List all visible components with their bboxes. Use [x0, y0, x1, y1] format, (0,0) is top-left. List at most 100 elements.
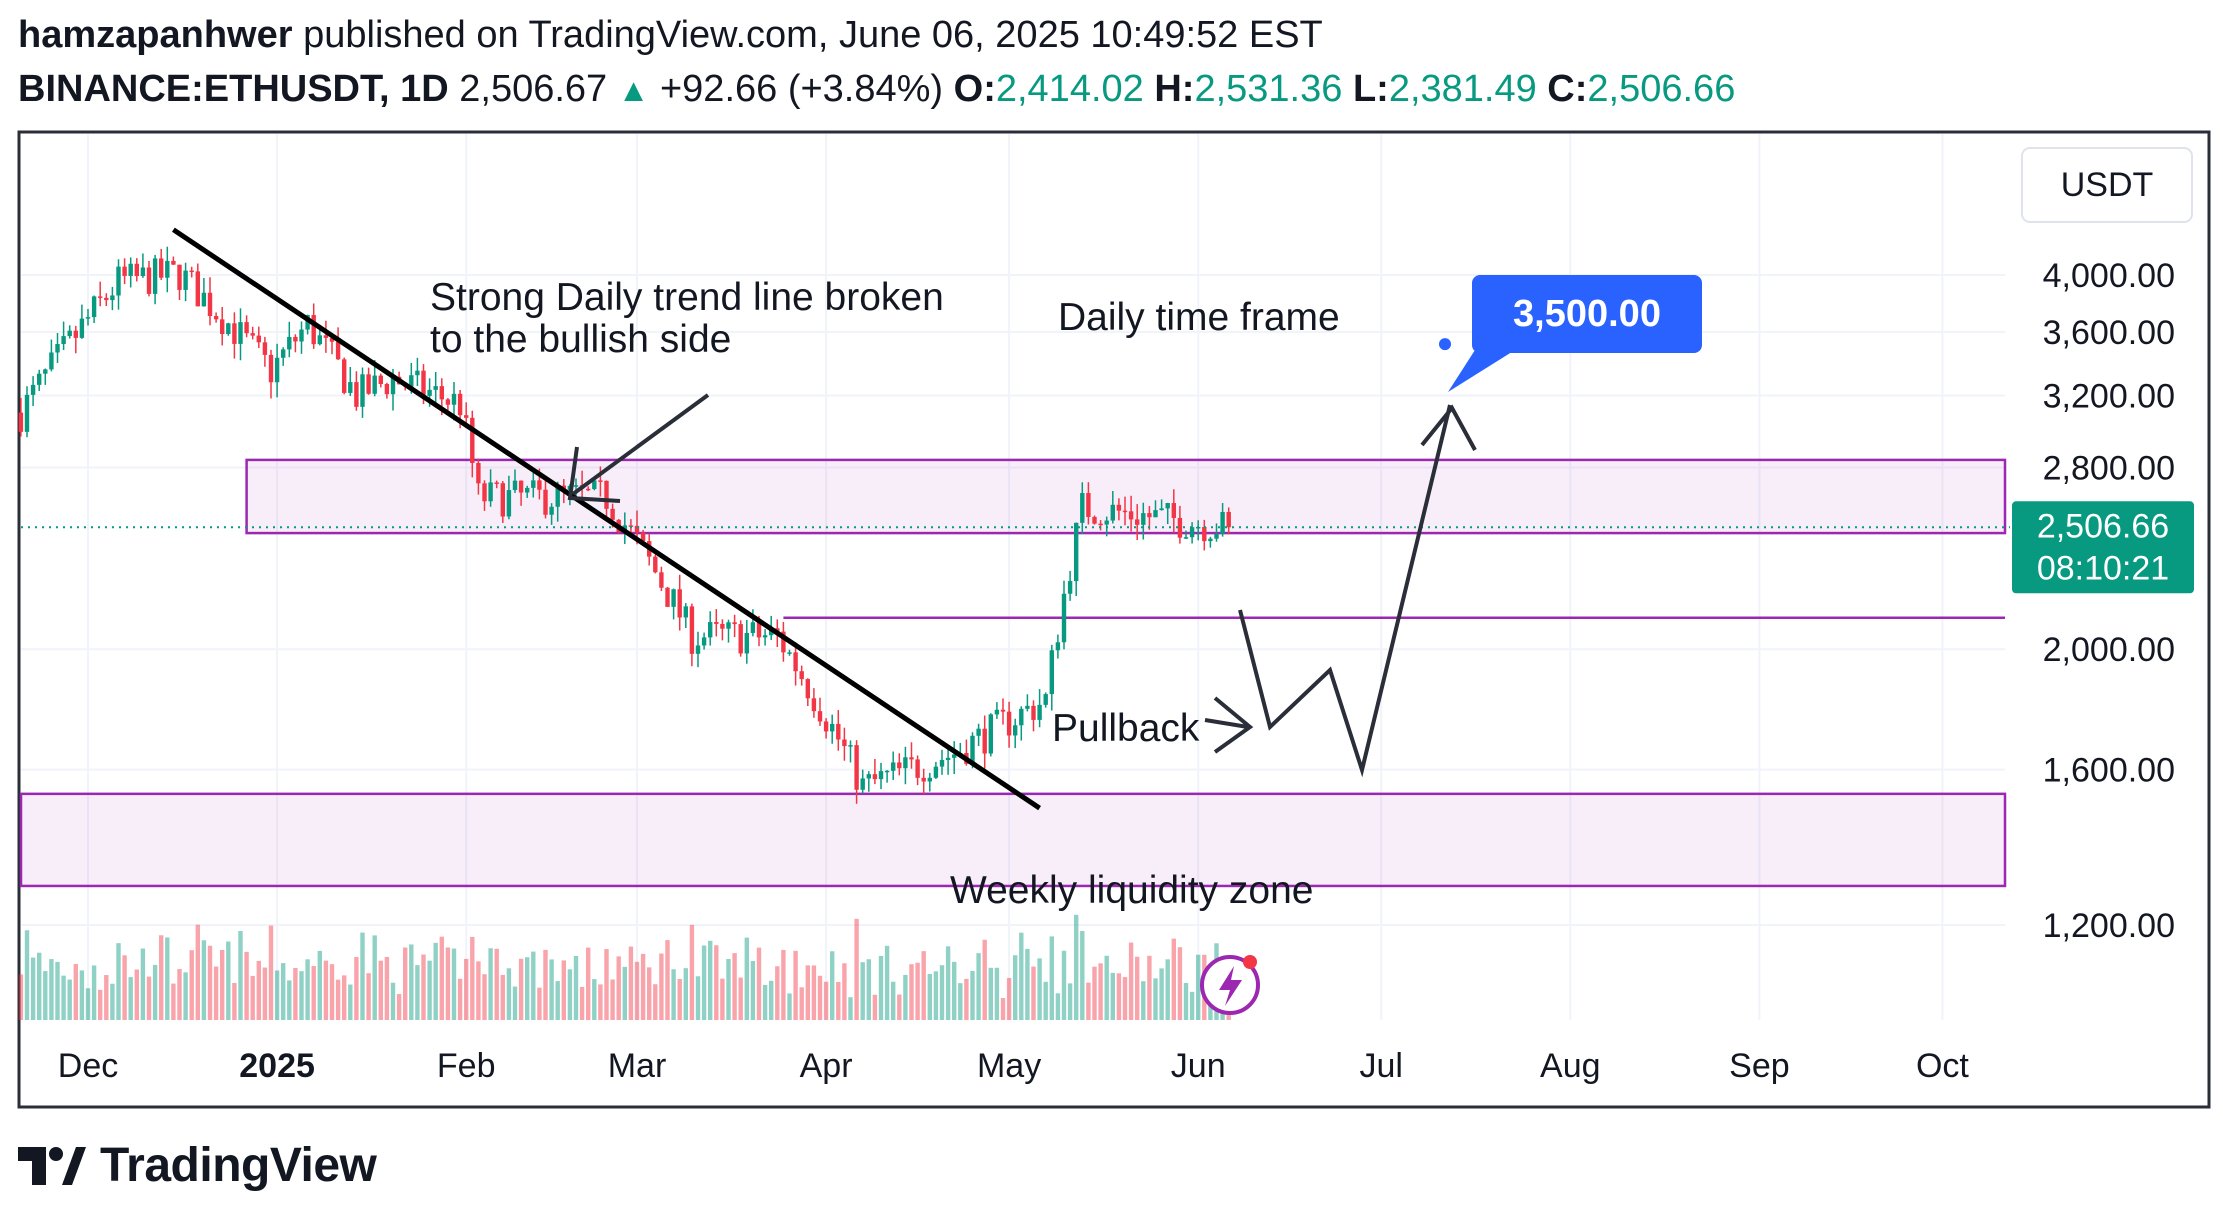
volume-bar	[830, 951, 835, 1020]
candle-body	[1122, 510, 1128, 513]
volume-bar	[250, 975, 255, 1020]
candle-body	[329, 337, 335, 342]
volume-bar	[1208, 995, 1213, 1020]
candle-body	[610, 508, 615, 520]
volume-bar	[299, 971, 304, 1020]
volume-bar	[695, 976, 701, 1020]
candle-body	[445, 399, 451, 405]
volume-bar	[281, 963, 286, 1020]
footer-brand[interactable]: TradingView	[18, 1138, 377, 1193]
high-label: H:	[1154, 68, 1195, 110]
weekly-liquidity-zone	[19, 792, 2007, 888]
y-axis[interactable]: USDT 4,000.00 3,600.00 3,200.00 2,800.00 2,00…	[2012, 147, 2194, 945]
volume-bar	[488, 948, 493, 1020]
candle-body	[1049, 650, 1054, 695]
candle-body	[152, 258, 158, 294]
candle-body	[976, 728, 981, 736]
volume-bar	[152, 964, 158, 1020]
volume-bar	[604, 949, 609, 1020]
volume-bar	[1000, 998, 1006, 1020]
volume-bar	[335, 979, 341, 1020]
volume-bar	[104, 975, 109, 1020]
volume-bar	[884, 945, 890, 1020]
volume-bar	[769, 980, 774, 1020]
volume-bar	[1086, 982, 1091, 1020]
candle-body	[836, 723, 841, 740]
candle-body	[781, 631, 786, 653]
candle-body	[1116, 504, 1122, 511]
candle-body	[878, 771, 884, 780]
volume-bar	[67, 979, 72, 1020]
volume-bar	[317, 950, 322, 1020]
candle-body	[732, 622, 737, 625]
volume-bar	[586, 947, 591, 1020]
candle-body	[342, 359, 347, 393]
candle-body	[226, 323, 231, 334]
volume-bar	[1067, 983, 1073, 1020]
volume-bar	[970, 970, 975, 1020]
volume-bar	[1055, 993, 1061, 1020]
candle-body	[891, 762, 896, 771]
candle-body	[189, 270, 194, 273]
currency-button[interactable]	[2021, 147, 2193, 223]
volume-bar	[323, 960, 329, 1020]
symbol-name: BINANCE:ETHUSDT, 1D	[18, 68, 449, 110]
volume-bar	[1098, 963, 1103, 1020]
candle-body	[49, 352, 54, 370]
candle-body	[232, 323, 237, 344]
y-tick-label: 1,200.00	[2043, 907, 2175, 945]
candle-body	[1025, 705, 1030, 709]
volume-bar	[268, 925, 274, 1020]
volume-bar	[506, 968, 512, 1020]
volume-bar	[793, 950, 798, 1020]
volume-bar	[952, 961, 957, 1020]
volume-bar	[634, 961, 640, 1020]
candle-body	[823, 721, 829, 732]
candle-body	[165, 260, 170, 278]
candle-body	[866, 774, 871, 779]
x-tick-label: Aug	[1540, 1047, 1601, 1085]
volume-bar	[128, 977, 133, 1020]
candle-body	[720, 623, 725, 629]
bolt-icon[interactable]	[1200, 955, 1260, 1015]
volume-bar	[409, 944, 414, 1020]
candle-body	[91, 296, 97, 318]
volume-bar	[1013, 955, 1018, 1020]
symbol-header: BINANCE:ETHUSDT, 1D 2,506.67 ▲ +92.66 (+…	[18, 68, 1735, 111]
target-point	[1439, 338, 1451, 351]
volume-bar	[1153, 978, 1158, 1020]
candle-body	[159, 258, 164, 278]
candle-body	[73, 330, 78, 338]
volume-bar	[897, 994, 902, 1020]
candle-body	[659, 572, 664, 588]
close-value: 2,506.66	[1587, 68, 1736, 110]
volume-bar	[805, 965, 810, 1020]
projected-path	[1238, 404, 1452, 778]
candle-body	[787, 652, 792, 654]
x-axis[interactable]: Dec 2025 Feb Mar Apr May Jun Jul Aug Sep Oct	[58, 1047, 1970, 1085]
volume-bar	[1110, 972, 1115, 1020]
volume-bar	[1141, 981, 1146, 1020]
candle-body	[573, 485, 579, 487]
volume-bar	[427, 960, 432, 1020]
candle-body	[543, 489, 548, 515]
author-name[interactable]: hamzapanhwer	[18, 14, 293, 56]
candle-body	[1031, 705, 1036, 720]
y-tick-label: 2,800.00	[2043, 450, 2175, 488]
current-price-tag[interactable]	[2012, 501, 2194, 594]
trendline-note-line1: Strong Daily trend line broken	[430, 276, 944, 319]
candle-body	[317, 335, 322, 345]
open-label: O:	[953, 68, 996, 110]
target-callout[interactable]	[1472, 275, 1702, 353]
candle-body	[586, 488, 591, 491]
candle-body	[634, 525, 640, 533]
candle-body	[366, 374, 371, 394]
volume-bar	[262, 967, 268, 1020]
candle-body	[683, 606, 688, 618]
volume-bar	[927, 974, 932, 1020]
candle-body	[531, 480, 536, 488]
candle-body	[244, 322, 249, 334]
volume-bar	[1171, 938, 1176, 1020]
volume-bar	[384, 956, 390, 1020]
